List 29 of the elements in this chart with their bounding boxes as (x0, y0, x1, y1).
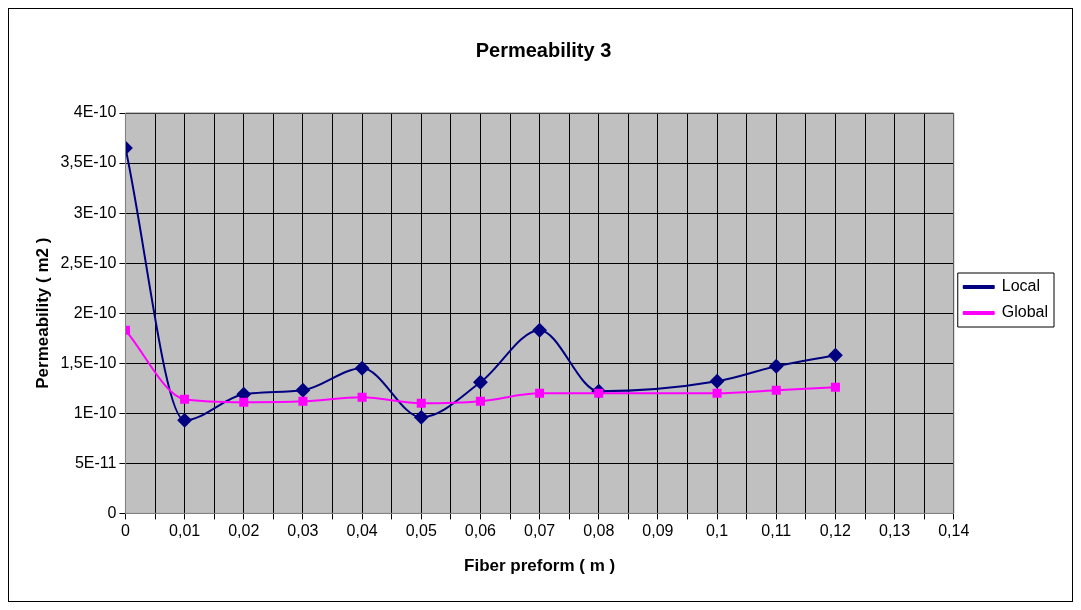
x-tick-label: 0 (120, 522, 130, 540)
x-tick-label: 0,14 (938, 522, 970, 540)
x-tick-label: 0,06 (464, 522, 497, 540)
x-tick-label: 0,03 (287, 522, 319, 540)
x-tick-label: 0,05 (405, 522, 437, 540)
chart-title: Permeability 3 (475, 38, 612, 61)
y-axis-title: Permeability ( m2 ) (32, 237, 52, 389)
x-tick-label: 0,09 (642, 522, 674, 540)
x-tick-label: 0,02 (228, 522, 260, 540)
x-tick-label: 0,07 (524, 522, 556, 540)
x-tick-label: 0,04 (346, 522, 378, 540)
y-tick-label: 5E-11 (74, 453, 117, 471)
y-tick-label: 2E-10 (73, 303, 117, 321)
x-tick-label: 0,11 (761, 522, 792, 540)
y-tick-label: 2,5E-10 (60, 253, 117, 271)
x-tick-label: 0,12 (819, 522, 852, 540)
legend-label: Global (1001, 303, 1048, 321)
y-tick-label: 3,5E-10 (60, 153, 117, 171)
x-tick-label: 0,08 (583, 522, 615, 540)
y-tick-label: 1,5E-10 (60, 353, 117, 371)
y-tick-label: 4E-10 (73, 103, 117, 121)
x-tick-label: 0,1 (705, 522, 729, 540)
x-tick-label: 0,01 (169, 522, 201, 540)
x-tick-label: 0,13 (879, 522, 911, 540)
y-tick-label: 3E-10 (73, 203, 117, 221)
y-tick-label: 1E-10 (73, 403, 117, 421)
x-axis-title: Fiber preform ( m ) (464, 556, 616, 576)
y-tick-label: 0 (107, 503, 117, 521)
legend-label: Local (1001, 277, 1040, 295)
